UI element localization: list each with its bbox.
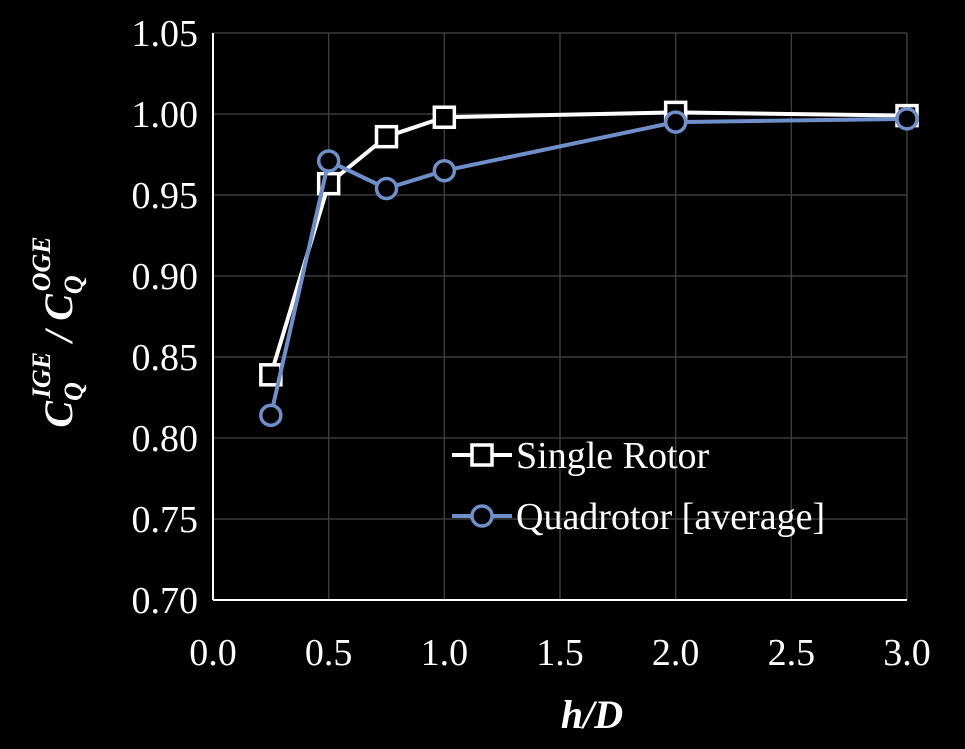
tick-labels: 0.0 0.5 1.0 1.5 2.0 2.5 3.0 0.70 0.75 0.80 0.85 0.9…	[132, 13, 931, 674]
y-tick-label: 0.75	[132, 499, 199, 541]
axes	[212, 33, 907, 601]
legend-label: Quadrotor [average]	[516, 496, 825, 538]
y-tick-label: 1.00	[132, 94, 199, 136]
y-tick-label: 0.95	[132, 175, 199, 217]
y-tick-label: 0.80	[132, 418, 199, 460]
data-point-circle	[316, 149, 341, 173]
x-tick-label: 3.0	[883, 632, 931, 674]
series-line	[268, 110, 908, 376]
y-tick-label: 0.85	[132, 337, 199, 379]
x-tick-label: 1.0	[421, 632, 469, 674]
x-tick-label: 2.0	[652, 632, 700, 674]
legend-label: Single Rotor	[516, 435, 710, 477]
plot-area	[259, 100, 919, 428]
data-point-circle	[895, 107, 919, 131]
data-point-square	[432, 105, 457, 129]
legend: Single Rotor Quadrotor [average]	[452, 435, 825, 538]
y-axis-title: CQIGE / CQOGE	[27, 236, 88, 427]
x-tick-label: 1.5	[536, 632, 584, 674]
x-tick-label: 2.5	[768, 632, 816, 674]
data-point-circle	[259, 403, 283, 428]
svg-text:CQIGE / CQOGE: CQIGE / CQOGE	[27, 236, 88, 427]
series-line	[268, 116, 908, 416]
x-tick-label: 0.5	[305, 632, 353, 674]
y-tick-label: 0.90	[132, 256, 199, 298]
data-point-circle	[374, 176, 399, 201]
x-tick-label: 0.0	[189, 632, 237, 674]
series-quadrotor-average	[259, 107, 919, 428]
series-single-rotor	[259, 100, 919, 387]
y-tick-label: 1.05	[132, 13, 199, 55]
x-axis-title: h/D	[561, 692, 623, 737]
y-tick-label: 0.70	[132, 580, 199, 622]
legend-entry: Single Rotor	[452, 435, 710, 477]
data-point-circle	[432, 158, 457, 183]
data-point-square	[374, 124, 399, 149]
legend-entry: Quadrotor [average]	[452, 496, 825, 538]
legend-marker-square	[470, 443, 494, 467]
data-point-circle	[663, 110, 688, 134]
legend-marker-circle	[470, 504, 494, 528]
